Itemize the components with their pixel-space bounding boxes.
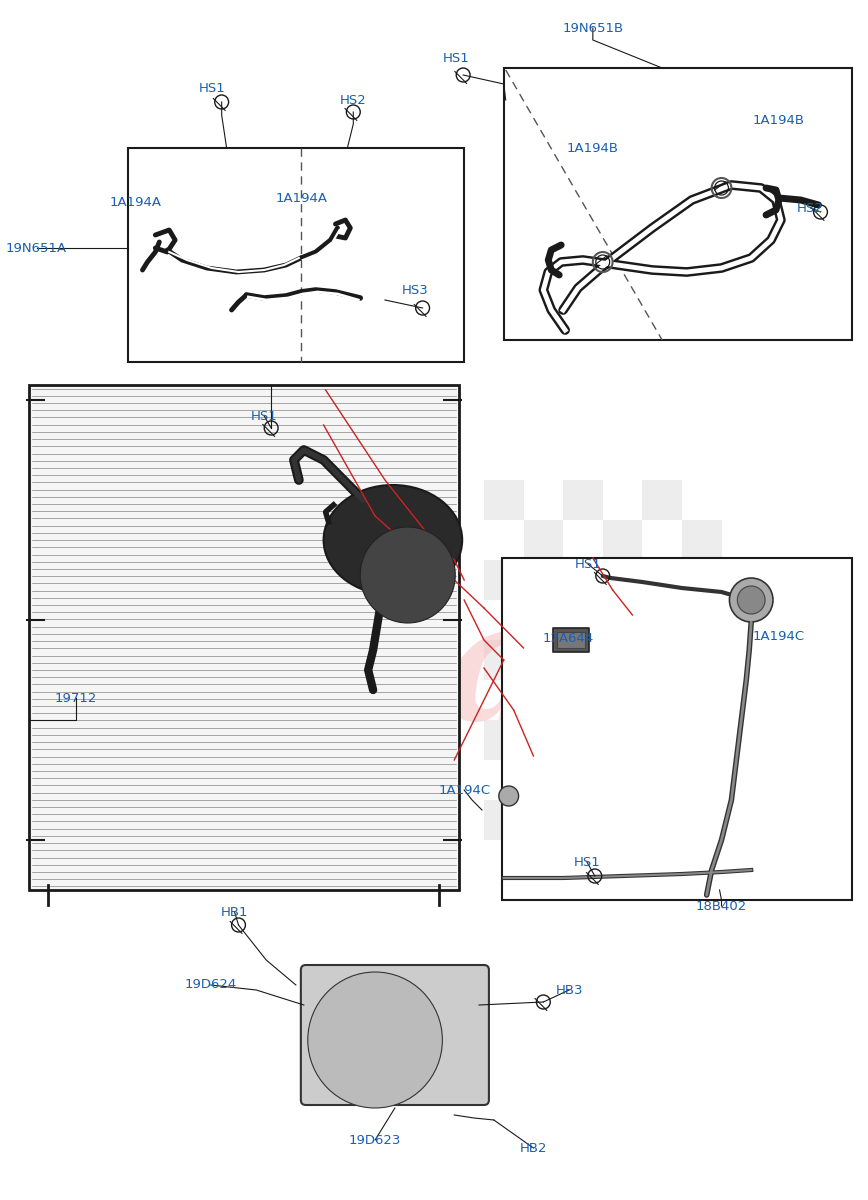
FancyBboxPatch shape — [301, 965, 489, 1105]
Text: 1A194B: 1A194B — [753, 114, 805, 126]
Text: 1A194A: 1A194A — [109, 196, 161, 209]
Text: HS1: HS1 — [575, 558, 602, 570]
Bar — [563, 560, 602, 600]
Bar — [642, 480, 682, 520]
Text: HB1: HB1 — [220, 906, 248, 918]
Bar — [682, 760, 721, 800]
Text: 1A194C: 1A194C — [438, 784, 490, 797]
Circle shape — [729, 578, 773, 622]
Text: 1A194C: 1A194C — [753, 630, 805, 642]
Text: HS3: HS3 — [401, 283, 428, 296]
Text: HB2: HB2 — [520, 1141, 547, 1154]
Circle shape — [737, 586, 765, 614]
Text: HS1: HS1 — [574, 856, 601, 869]
Text: 19N651B: 19N651B — [562, 22, 623, 35]
Bar — [557, 632, 585, 648]
Bar — [553, 628, 589, 652]
Bar — [484, 560, 523, 600]
Bar — [484, 640, 523, 680]
Circle shape — [382, 550, 433, 601]
Bar — [682, 600, 721, 640]
Text: 1A194B: 1A194B — [567, 142, 619, 155]
Circle shape — [360, 527, 455, 623]
Bar — [523, 600, 563, 640]
Ellipse shape — [324, 485, 462, 595]
Bar — [642, 720, 682, 760]
Bar — [602, 760, 642, 800]
Bar — [642, 560, 682, 600]
Circle shape — [319, 984, 431, 1096]
Circle shape — [394, 560, 422, 589]
Text: 1A194A: 1A194A — [276, 192, 328, 204]
Bar — [523, 760, 563, 800]
Bar — [682, 680, 721, 720]
Bar — [29, 385, 459, 890]
Text: 18B402: 18B402 — [696, 900, 747, 912]
Circle shape — [308, 972, 443, 1108]
Bar — [484, 800, 523, 840]
Bar — [503, 68, 852, 340]
Text: HB3: HB3 — [556, 984, 582, 996]
Circle shape — [402, 569, 414, 581]
Text: 12A644: 12A644 — [542, 631, 594, 644]
Bar — [602, 520, 642, 560]
Circle shape — [347, 1012, 403, 1068]
Bar — [523, 520, 563, 560]
Text: HS1: HS1 — [251, 409, 278, 422]
Circle shape — [499, 786, 518, 806]
Bar — [602, 680, 642, 720]
Circle shape — [369, 1034, 381, 1046]
Circle shape — [333, 998, 417, 1082]
Text: HS1: HS1 — [443, 52, 470, 65]
Bar — [502, 558, 852, 900]
Bar — [563, 480, 602, 520]
Text: HS2: HS2 — [797, 202, 824, 215]
Bar — [523, 680, 563, 720]
Text: 19N651A: 19N651A — [6, 241, 67, 254]
Bar — [602, 600, 642, 640]
Circle shape — [361, 1026, 389, 1054]
Bar — [563, 640, 602, 680]
Circle shape — [370, 538, 445, 613]
Bar — [128, 148, 464, 362]
Bar — [563, 800, 602, 840]
Text: 19D624: 19D624 — [185, 978, 237, 991]
Text: eria: eria — [187, 593, 552, 755]
Text: 19712: 19712 — [55, 691, 97, 704]
Bar — [642, 640, 682, 680]
Bar — [682, 520, 721, 560]
Text: HS2: HS2 — [340, 94, 366, 107]
Text: HS1: HS1 — [199, 82, 225, 95]
Text: 19D623: 19D623 — [349, 1134, 401, 1146]
Bar — [484, 720, 523, 760]
Bar — [642, 800, 682, 840]
Bar — [484, 480, 523, 520]
Bar — [563, 720, 602, 760]
